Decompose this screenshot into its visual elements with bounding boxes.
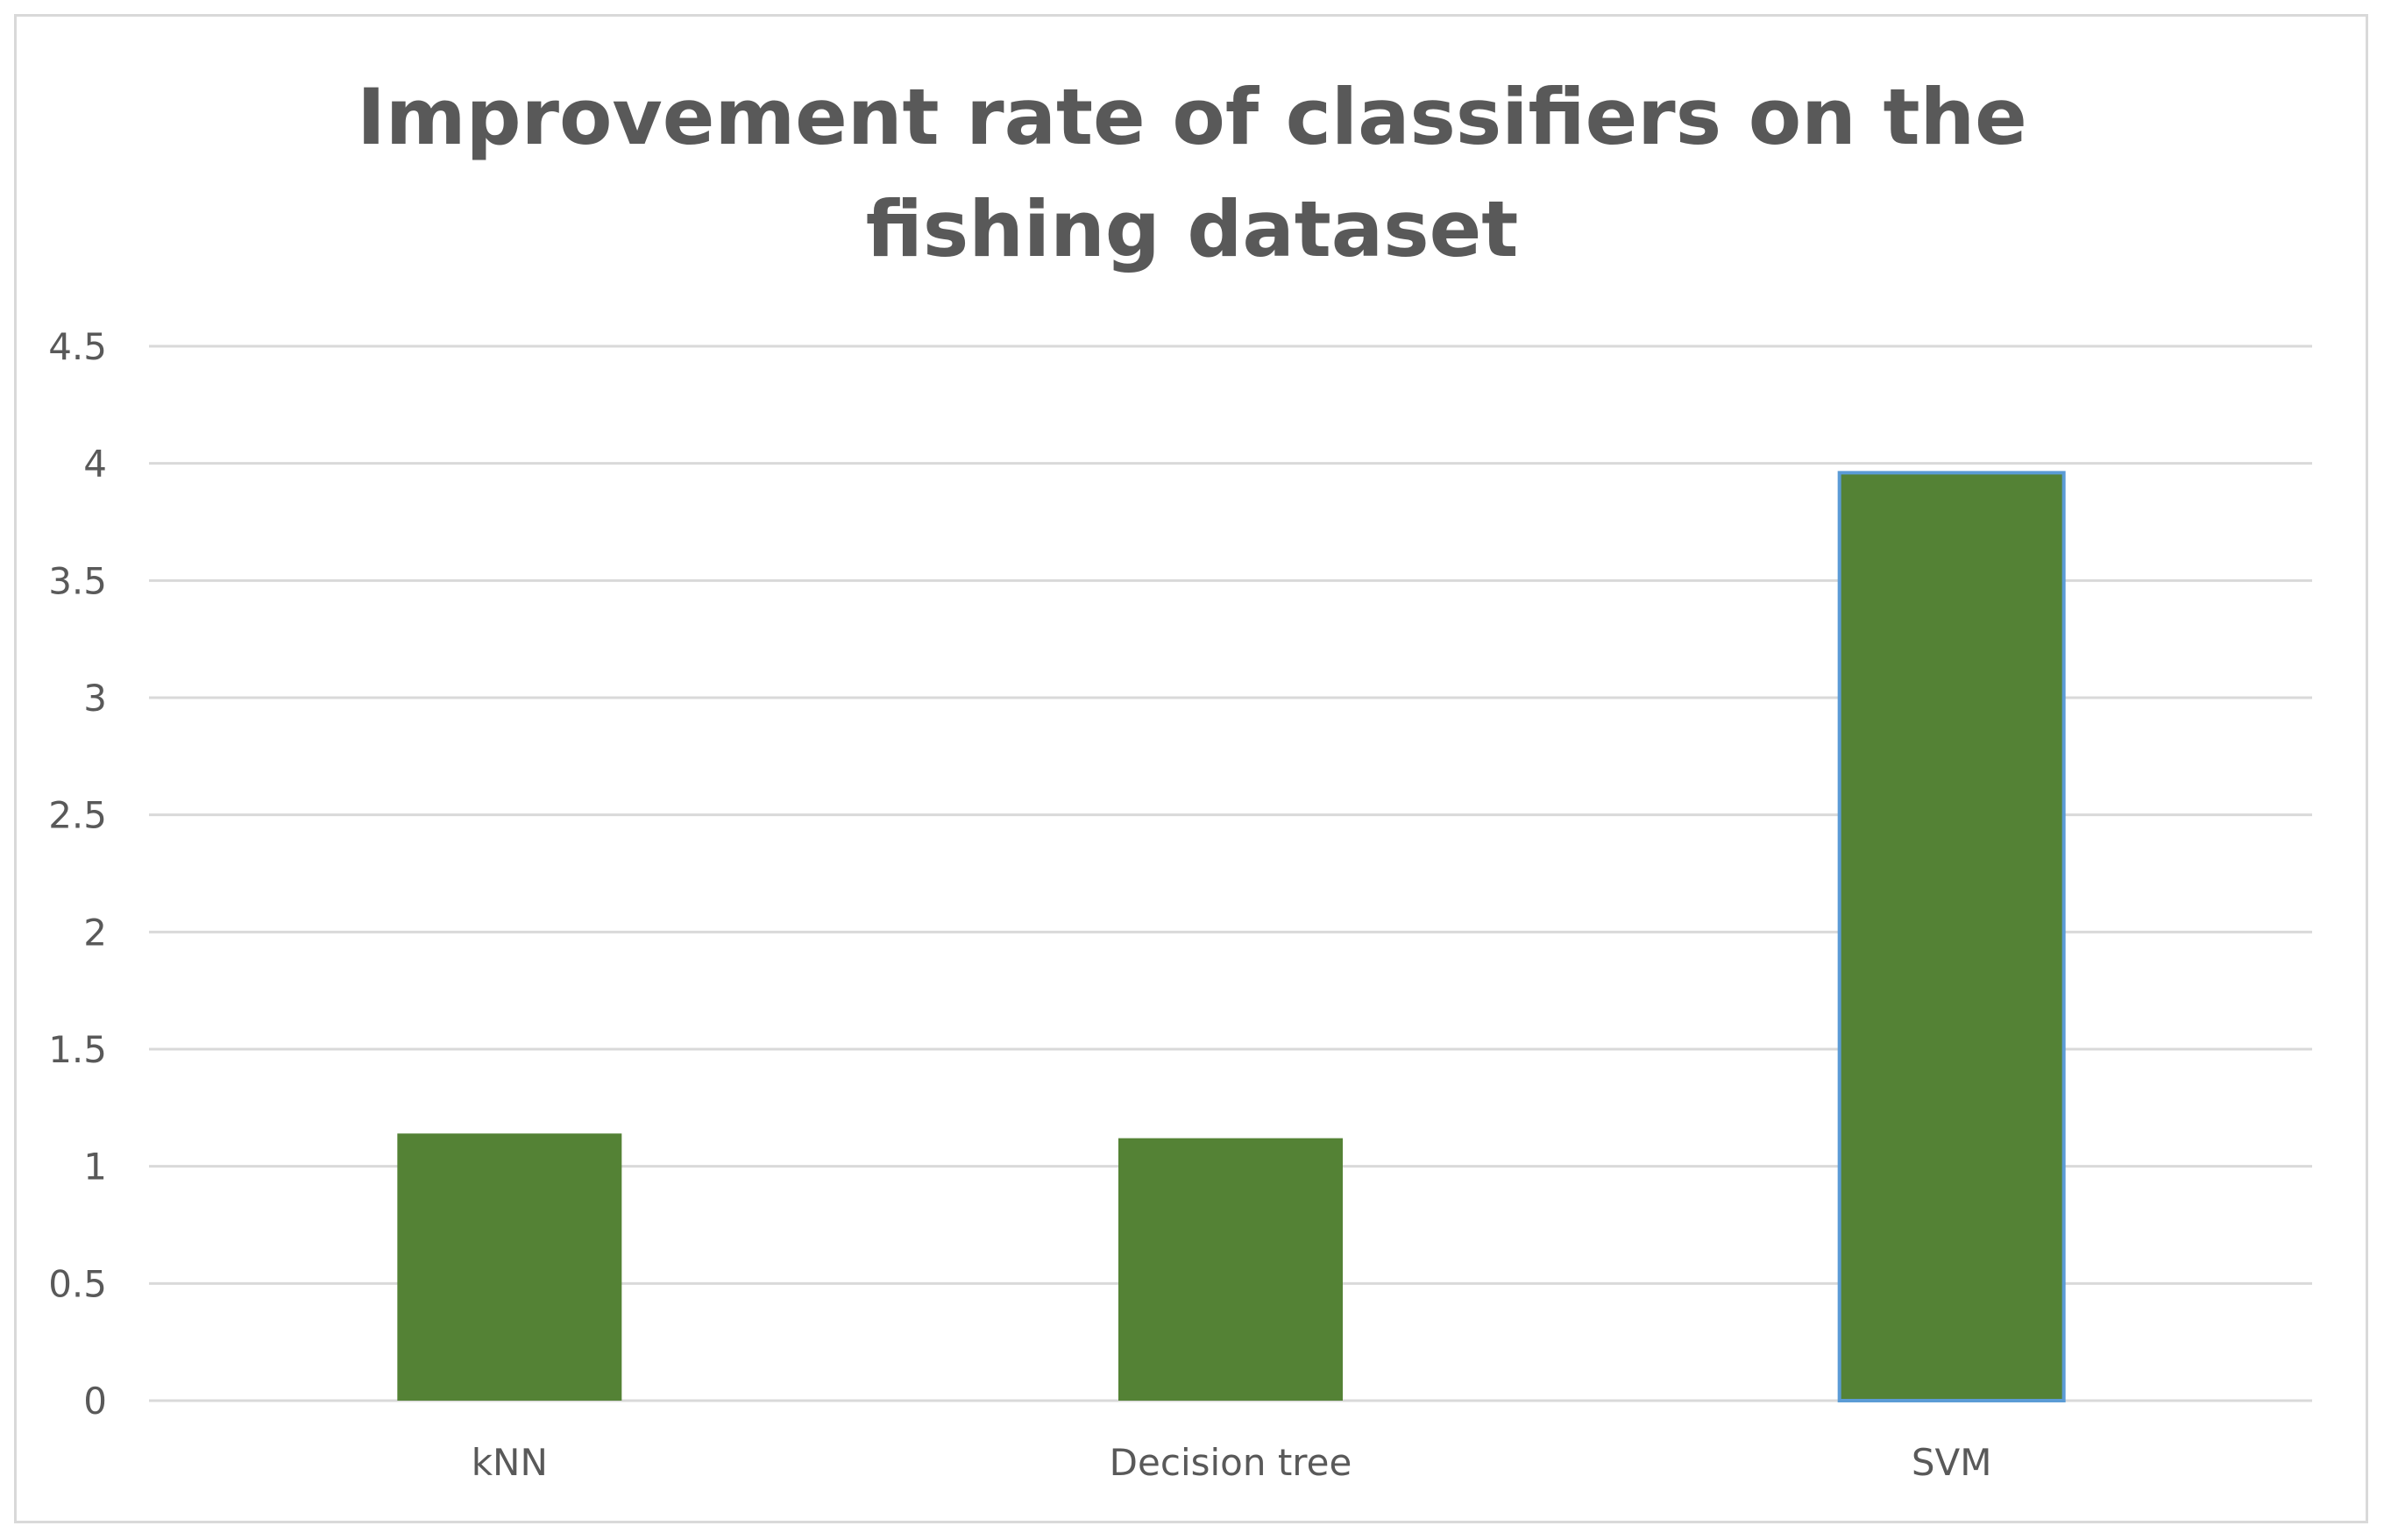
bars <box>397 471 2066 1402</box>
bar-svm <box>1837 471 2066 1402</box>
y-tick-label: 4.5 <box>48 325 107 368</box>
bar-knn <box>397 1133 622 1401</box>
chart-title: Improvement rate of classifiers on the f… <box>357 72 2027 274</box>
y-tick-label: 0 <box>83 1380 107 1423</box>
x-tick-label: kNN <box>472 1441 548 1484</box>
y-tick-label: 1.5 <box>48 1028 107 1071</box>
y-tick-label: 2 <box>83 911 107 954</box>
y-tick-label: 3.5 <box>48 559 107 602</box>
y-tick-label: 4 <box>83 443 107 486</box>
x-axis-ticks: kNN Decision tree SVM <box>472 1441 1992 1484</box>
x-tick-label: Decision tree <box>1110 1441 1352 1484</box>
x-tick-label: SVM <box>1912 1441 1992 1484</box>
bar-decision-tree <box>1118 1138 1343 1401</box>
y-tick-label: 1 <box>83 1146 107 1189</box>
y-tick-label: 2.5 <box>48 794 107 837</box>
y-tick-label: 0.5 <box>48 1262 107 1305</box>
y-tick-label: 3 <box>83 677 107 720</box>
y-axis-ticks: 0 0.5 1 1.5 2 2.5 3 3.5 4 4.5 <box>48 325 107 1423</box>
